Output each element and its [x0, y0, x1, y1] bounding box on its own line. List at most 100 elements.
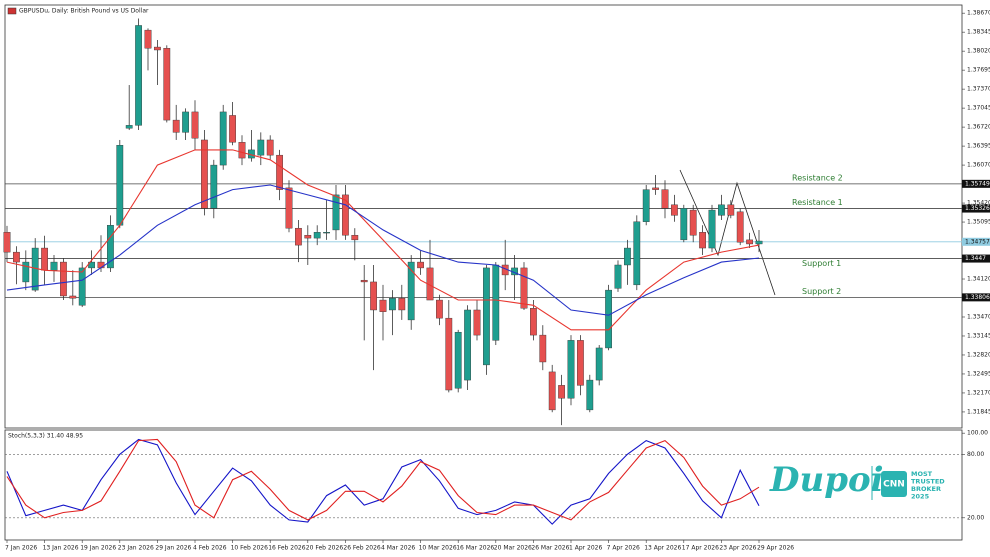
candle-body	[595, 347, 603, 381]
candle-body	[135, 25, 142, 126]
candle-body	[389, 298, 396, 311]
x-tick-label: 16 Mar 2026	[456, 545, 494, 552]
candle-body	[530, 308, 537, 336]
candle-body	[351, 234, 359, 241]
main-panel	[4, 4, 963, 429]
level-value: 1.34757	[965, 238, 990, 245]
x-tick-label: 19 Jan 2026	[80, 545, 116, 552]
level-box	[962, 179, 990, 188]
candle-body	[605, 289, 613, 349]
candle-body	[520, 267, 528, 309]
level-name: Support 2	[802, 287, 841, 296]
y-tick-label: 1.37695	[967, 67, 990, 74]
candle-body	[313, 232, 321, 239]
level-name: Resistance 2	[792, 173, 843, 182]
level-name: Resistance 1	[792, 198, 843, 207]
moving-average	[6, 149, 760, 331]
y-tick-label: 1.34120	[967, 276, 990, 283]
x-tick-label: 13 Jan 2026	[43, 545, 79, 552]
badge-text: CNN	[883, 480, 905, 490]
y-tick-label: 1.32170	[967, 389, 990, 396]
candle-body	[755, 240, 763, 245]
y-tick-label: 1.36720	[967, 124, 990, 131]
candle-body	[172, 119, 180, 133]
level-value: 1.35326	[965, 205, 990, 212]
candle-body	[276, 154, 283, 190]
stoch-panel	[4, 429, 963, 541]
brand-tagline: BROKER	[911, 485, 941, 493]
candle-body	[652, 187, 660, 190]
candle-body	[323, 232, 330, 234]
y-tick-label: 1.33145	[967, 332, 990, 339]
candle-body	[219, 111, 227, 166]
candle-body	[624, 247, 631, 266]
candle-body	[699, 232, 707, 249]
level-box	[962, 204, 990, 213]
level-value: 1.3447	[965, 255, 986, 262]
y-tick-label: 1.36395	[967, 143, 990, 150]
candle-body	[680, 208, 688, 241]
candle-body	[548, 371, 556, 411]
candle-body	[210, 164, 218, 209]
level-box	[962, 237, 990, 246]
candle-body	[360, 279, 368, 283]
candle-body	[398, 298, 406, 311]
candle-body	[12, 251, 20, 263]
y-tick-label: 1.32495	[967, 370, 990, 377]
x-tick-label: 10 Feb 2026	[231, 545, 269, 552]
y-tick-label: 1.38670	[967, 10, 990, 17]
x-tick-label: 1 Apr 2026	[569, 545, 602, 552]
candle-body	[153, 46, 161, 51]
badge	[881, 471, 907, 497]
candle-body	[633, 221, 641, 286]
candle-body	[708, 209, 716, 249]
x-tick-label: 4 Mar 2026	[381, 545, 415, 552]
candle-body	[454, 331, 462, 389]
candle-body	[473, 309, 481, 336]
candle-body	[417, 261, 424, 269]
candle-body	[125, 125, 133, 129]
candle-body	[586, 379, 594, 411]
candle-body	[567, 340, 575, 399]
symbol-icon	[7, 7, 17, 15]
y-tick-label: 1.35095	[967, 219, 990, 226]
candle-body	[106, 225, 114, 269]
x-tick-label: 20 Mar 2026	[494, 545, 532, 552]
level-value: 1.35749	[965, 180, 990, 187]
stoch-line	[6, 438, 760, 521]
x-tick-label: 29 Apr 2026	[757, 545, 794, 552]
y-tick-label: 1.38345	[967, 29, 990, 36]
candle-body	[689, 209, 697, 236]
x-tick-label: 17 Apr 2026	[682, 545, 719, 552]
level-box	[962, 254, 990, 263]
x-tick-label: 20 Feb 2026	[306, 545, 344, 552]
candle-body	[727, 204, 735, 216]
candle-body	[342, 194, 349, 236]
candle-body	[577, 340, 584, 386]
x-tick-label: 23 Apr 2026	[719, 545, 756, 552]
candle-body	[379, 299, 387, 312]
candle-body	[539, 334, 547, 363]
y-tick-label: 1.31845	[967, 408, 990, 415]
candle-body	[332, 194, 340, 231]
y-tick-label: 100.00	[967, 430, 988, 437]
y-tick-label: 1.33470	[967, 313, 990, 320]
candle-body	[69, 295, 77, 299]
candle-body	[78, 267, 86, 306]
x-tick-label: 26 Mar 2026	[531, 545, 569, 552]
candle-body	[191, 111, 199, 139]
candle-body	[285, 187, 293, 229]
candle-body	[407, 261, 415, 321]
candle-body	[22, 261, 30, 283]
level-box	[962, 293, 990, 302]
candle-body	[182, 111, 189, 133]
x-tick-label: 16 Feb 2026	[268, 545, 306, 552]
moving-average	[6, 184, 760, 316]
candle-body	[60, 261, 67, 297]
y-tick-label: 80.00	[967, 451, 984, 458]
candle-body	[445, 317, 453, 391]
candle-body	[304, 234, 312, 239]
candle-body	[295, 227, 302, 246]
